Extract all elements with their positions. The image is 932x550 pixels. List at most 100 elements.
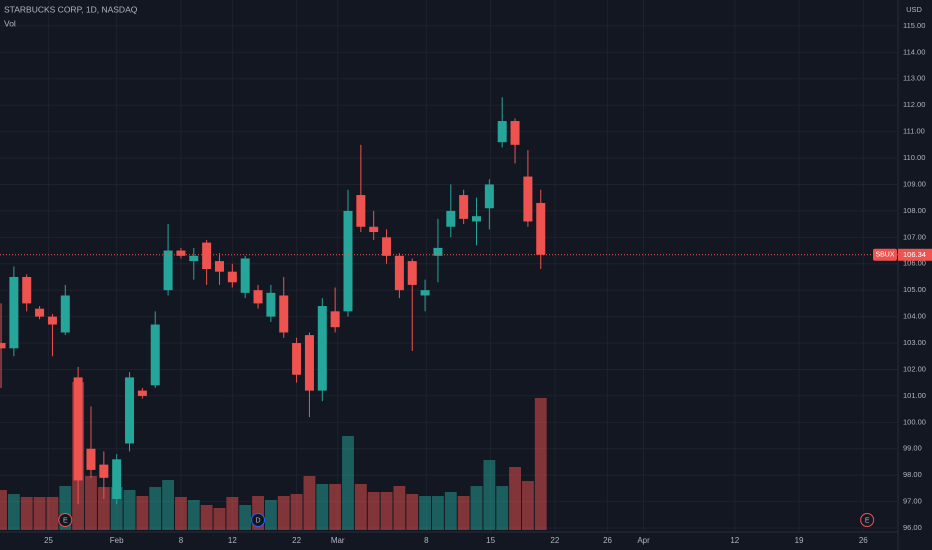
candle-body (22, 276, 32, 304)
candle-body (433, 247, 443, 256)
volume-bar (110, 487, 123, 530)
x-tick-label: 22 (292, 536, 301, 545)
volume-bar (187, 500, 200, 530)
y-tick-label: 98.00 (903, 470, 922, 479)
x-tick-label: 15 (486, 536, 495, 545)
candle-body (163, 250, 173, 291)
candle-body (240, 258, 250, 293)
volume-bar (342, 436, 354, 530)
symbol-badge-label: SBUX (875, 252, 894, 259)
candle-body (99, 464, 109, 478)
x-tick-label: 8 (179, 536, 184, 545)
event-marker (58, 513, 73, 527)
x-tick-label: 22 (550, 536, 559, 545)
candle-body (356, 195, 366, 227)
candle-body (227, 271, 237, 283)
candle-body (137, 390, 147, 396)
volume-bar (239, 505, 252, 530)
volume-bar (354, 484, 367, 530)
volume-bar (432, 496, 444, 530)
candle-body (420, 290, 430, 296)
event-marker-label: D (256, 517, 261, 524)
candle-body (60, 295, 70, 333)
volume-bar (483, 460, 496, 530)
x-tick-label: Feb (110, 536, 124, 545)
y-tick-label: 111.00 (903, 127, 925, 136)
candle-body (510, 121, 520, 145)
volume-bar (470, 486, 483, 530)
y-tick-label: 103.00 (903, 338, 926, 347)
y-tick-label: 104.00 (903, 312, 926, 321)
volume-bar (393, 486, 406, 530)
volume-bar (534, 398, 547, 530)
x-tick-label: Apr (637, 536, 650, 545)
volume-bar (316, 484, 329, 530)
event-marker-label: E (865, 517, 870, 524)
x-tick-label: 26 (603, 536, 612, 545)
candle-body (125, 377, 135, 444)
volume-bar (290, 494, 303, 530)
volume-bar (419, 496, 432, 530)
candle-body (189, 255, 199, 262)
candle-body (459, 195, 469, 219)
y-tick-label: 102.00 (903, 364, 926, 373)
volume-bar (496, 486, 509, 530)
volume-bar (149, 487, 162, 530)
volume-bar (457, 496, 470, 530)
candle-body (407, 261, 417, 285)
y-tick-label: 99.00 (903, 444, 922, 453)
candle-body (202, 242, 212, 270)
x-tick-label: 12 (730, 536, 739, 545)
candle-body (279, 295, 289, 333)
volume-bar (200, 505, 213, 530)
candle-body (446, 210, 456, 227)
volume-bar (33, 497, 46, 530)
candle-body (304, 335, 314, 391)
y-tick-label: 105.00 (903, 285, 926, 294)
candle-body (472, 216, 482, 222)
volume-bar (264, 500, 277, 530)
volume-bar (162, 480, 175, 530)
event-marker-label: E (63, 517, 68, 524)
x-tick-label: 12 (228, 536, 237, 545)
volume-bar (226, 497, 239, 530)
volume-bar (277, 496, 290, 530)
y-tick-label: 96.00 (903, 523, 922, 532)
volume-bar (509, 467, 521, 530)
candle-body (214, 261, 224, 272)
volume-bar (329, 484, 342, 530)
candle-body (47, 316, 57, 325)
y-tick-label: 107.00 (903, 232, 926, 241)
candle-body (536, 202, 546, 255)
volume-bar (59, 486, 72, 530)
candle-body (523, 176, 533, 222)
candle-body (112, 459, 122, 499)
volume-bar (97, 487, 110, 530)
y-tick-label: 112.00 (903, 100, 925, 109)
volume-bar (213, 508, 226, 530)
price-badge-label: 106.34 (903, 250, 926, 259)
y-tick-label: 101.00 (903, 391, 926, 400)
x-tick-label: 26 (859, 536, 868, 545)
volume-bar (406, 494, 419, 530)
volume-bar (175, 497, 187, 530)
volume-bar (20, 497, 33, 530)
x-tick-label: 19 (795, 536, 804, 545)
price-badge (898, 248, 932, 261)
currency-label: USD (906, 5, 922, 14)
volume-bar (123, 490, 136, 530)
y-tick-label: 110.00 (903, 153, 925, 162)
candle-body (73, 377, 83, 481)
candle-body (317, 306, 327, 391)
symbol-title: STARBUCKS CORP, 1D, NASDAQ (4, 4, 138, 14)
candle-body (292, 343, 302, 375)
volume-bar (303, 476, 316, 530)
candle-body (266, 292, 276, 317)
volume-bar (444, 492, 457, 530)
volume-bar (46, 497, 59, 530)
candle-body (382, 237, 392, 256)
symbol-badge (873, 248, 897, 261)
candle-body (484, 184, 494, 209)
volume-bar (7, 494, 20, 530)
